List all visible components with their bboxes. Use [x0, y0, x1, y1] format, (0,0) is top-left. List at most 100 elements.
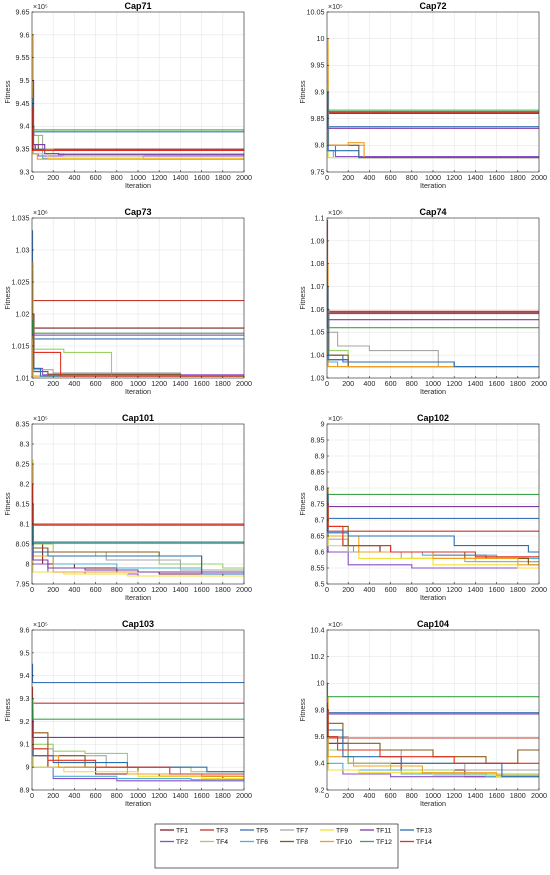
x-tick-label: 400: [363, 173, 375, 182]
y-tick-label: 9.5: [20, 648, 30, 657]
x-tick-label: 0: [325, 379, 329, 388]
y-axis-label: Fitness: [298, 698, 307, 722]
x-tick-label: 1200: [151, 791, 167, 800]
legend-entry-tf5: TF5: [240, 827, 268, 834]
y-tick-label: 1.035: [12, 213, 30, 222]
x-tick-label: 800: [406, 585, 418, 594]
legend-entry-tf9: TF9: [320, 827, 348, 834]
x-tick-label: 1200: [446, 791, 462, 800]
x-tick-label: 1600: [194, 791, 210, 800]
y-tick-label: 9.6: [315, 732, 325, 741]
y-tick-label: 1.02: [16, 309, 30, 318]
legend-label: TF14: [416, 839, 432, 846]
x-tick-label: 1800: [510, 585, 526, 594]
x-tick-label: 1600: [489, 379, 505, 388]
x-tick-label: 600: [385, 791, 397, 800]
y-axis-label: Fitness: [3, 492, 12, 516]
x-tick-label: 800: [406, 173, 418, 182]
x-axis-label: Iteration: [420, 387, 446, 396]
x-tick-label: 1000: [425, 585, 441, 594]
x-tick-label: 1000: [130, 379, 146, 388]
y-axis-label: Fitness: [3, 286, 12, 310]
y-tick-label: 8.9: [20, 785, 30, 794]
x-tick-label: 1400: [467, 173, 483, 182]
y-tick-label: 1.08: [311, 259, 325, 268]
x-axis-label: Iteration: [125, 387, 151, 396]
x-tick-label: 800: [406, 791, 418, 800]
x-tick-label: 1200: [446, 585, 462, 594]
axis-multiplier: ×10⁵: [33, 622, 48, 629]
y-tick-label: 9.6: [20, 30, 30, 39]
y-tick-label: 9: [321, 419, 325, 428]
axis-multiplier: ×10⁶: [33, 210, 48, 217]
x-tick-label: 0: [30, 379, 34, 388]
x-tick-label: 1600: [489, 173, 505, 182]
y-axis-label: Fitness: [298, 286, 307, 310]
y-tick-label: 10.4: [311, 625, 325, 634]
subplot-title: Cap103: [122, 619, 154, 629]
axis-multiplier: ×10⁵: [328, 4, 343, 11]
y-tick-label: 9.75: [311, 167, 325, 176]
x-tick-label: 400: [68, 379, 80, 388]
x-tick-label: 600: [385, 585, 397, 594]
x-axis-label: Iteration: [420, 181, 446, 190]
x-tick-label: 1800: [215, 791, 231, 800]
legend-label: TF3: [216, 827, 228, 834]
x-tick-label: 200: [342, 791, 354, 800]
y-axis-label: Fitness: [3, 698, 12, 722]
y-axis-label: Fitness: [298, 80, 307, 104]
x-tick-label: 2000: [236, 791, 252, 800]
legend-entry-tf8: TF8: [280, 839, 308, 846]
x-axis-label: Iteration: [420, 593, 446, 602]
subplot-cap73: 0 200 400 600 800 1000 1200 1400 1600 1800 2000 1.0…: [3, 207, 252, 396]
y-tick-label: 9.4: [20, 671, 30, 680]
y-tick-label: 8.3: [20, 439, 30, 448]
x-tick-label: 1000: [130, 585, 146, 594]
x-tick-label: 1400: [172, 585, 188, 594]
x-tick-label: 600: [385, 379, 397, 388]
legend-entry-tf1: TF1: [160, 827, 188, 834]
series-line-tf10: [327, 38, 539, 159]
x-tick-label: 1600: [194, 379, 210, 388]
legend-label: TF1: [176, 827, 188, 834]
legend-entry-tf2: TF2: [160, 839, 188, 846]
x-tick-label: 2000: [531, 791, 547, 800]
series-line-tf14: [327, 503, 539, 558]
y-tick-label: 1.05: [311, 328, 325, 337]
series-line-tf13: [32, 523, 244, 575]
y-tick-label: 8.7: [315, 515, 325, 524]
x-tick-label: 400: [363, 379, 375, 388]
x-tick-label: 200: [47, 173, 59, 182]
y-tick-label: 9.95: [311, 61, 325, 70]
y-tick-label: 9.4: [20, 122, 30, 131]
y-tick-label: 8.55: [311, 563, 325, 572]
legend-box: [154, 823, 399, 869]
y-tick-label: 9.2: [315, 785, 325, 794]
subplot-cap103: 0 200 400 600 800 1000 1200 1400 1600 1800 2000 8.9…: [3, 619, 252, 808]
legend-label: TF10: [336, 839, 352, 846]
legend-entry-tf10: TF10: [320, 839, 352, 846]
x-tick-label: 1600: [194, 585, 210, 594]
subplot-title: Cap101: [122, 413, 154, 423]
x-tick-label: 200: [342, 585, 354, 594]
y-tick-label: 9.3: [20, 694, 30, 703]
x-tick-label: 2000: [531, 173, 547, 182]
y-tick-label: 9.4: [315, 759, 325, 768]
x-tick-label: 1400: [172, 791, 188, 800]
x-tick-label: 1000: [130, 173, 146, 182]
y-tick-label: 8.95: [311, 435, 325, 444]
axis-multiplier: ×10⁵: [33, 416, 48, 423]
legend-label: TF7: [296, 827, 308, 834]
subplot-title: Cap104: [417, 619, 449, 629]
subplot-grid: 0 200 400 600 800 1000 1200 1400 1600 1800 20009.3…: [3, 1, 547, 808]
y-tick-label: 9.45: [16, 99, 30, 108]
x-tick-label: 1200: [151, 379, 167, 388]
y-tick-label: 9.2: [20, 717, 30, 726]
x-tick-label: 1400: [172, 379, 188, 388]
x-tick-label: 200: [342, 379, 354, 388]
legend-label: TF11: [376, 827, 392, 834]
x-tick-label: 1000: [425, 379, 441, 388]
x-tick-label: 600: [90, 379, 102, 388]
x-tick-label: 400: [68, 791, 80, 800]
y-tick-label: 1.03: [311, 373, 325, 382]
